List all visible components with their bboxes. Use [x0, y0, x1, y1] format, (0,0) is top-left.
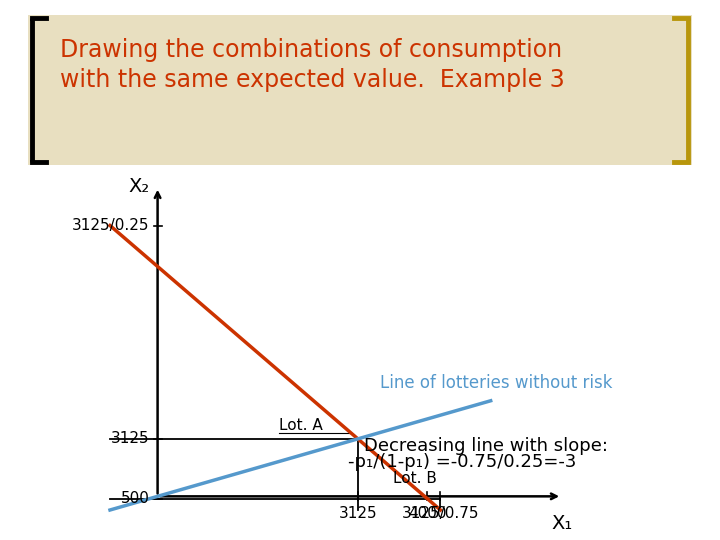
Text: 3125/0.75: 3125/0.75 [402, 507, 480, 521]
Text: 500: 500 [121, 491, 150, 506]
Text: 3125/0.25: 3125/0.25 [72, 218, 150, 233]
Text: Lot. A: Lot. A [279, 418, 323, 433]
Text: 3125: 3125 [338, 507, 377, 521]
Text: X₁: X₁ [552, 514, 572, 534]
Text: Line of lotteries without risk: Line of lotteries without risk [379, 374, 612, 391]
Text: 4000: 4000 [408, 507, 446, 521]
Text: with the same expected value.  Example 3: with the same expected value. Example 3 [60, 68, 564, 92]
Text: -p₁/(1-p₁) =-0.75/0.25=-3: -p₁/(1-p₁) =-0.75/0.25=-3 [348, 453, 576, 471]
Text: Drawing the combinations of consumption: Drawing the combinations of consumption [60, 38, 562, 62]
Bar [28, 15, 692, 165]
Text: Decreasing line with slope:: Decreasing line with slope: [364, 437, 608, 455]
Text: 3125: 3125 [111, 431, 150, 447]
Text: Lot. B: Lot. B [393, 471, 437, 485]
Text: X₂: X₂ [128, 177, 150, 197]
